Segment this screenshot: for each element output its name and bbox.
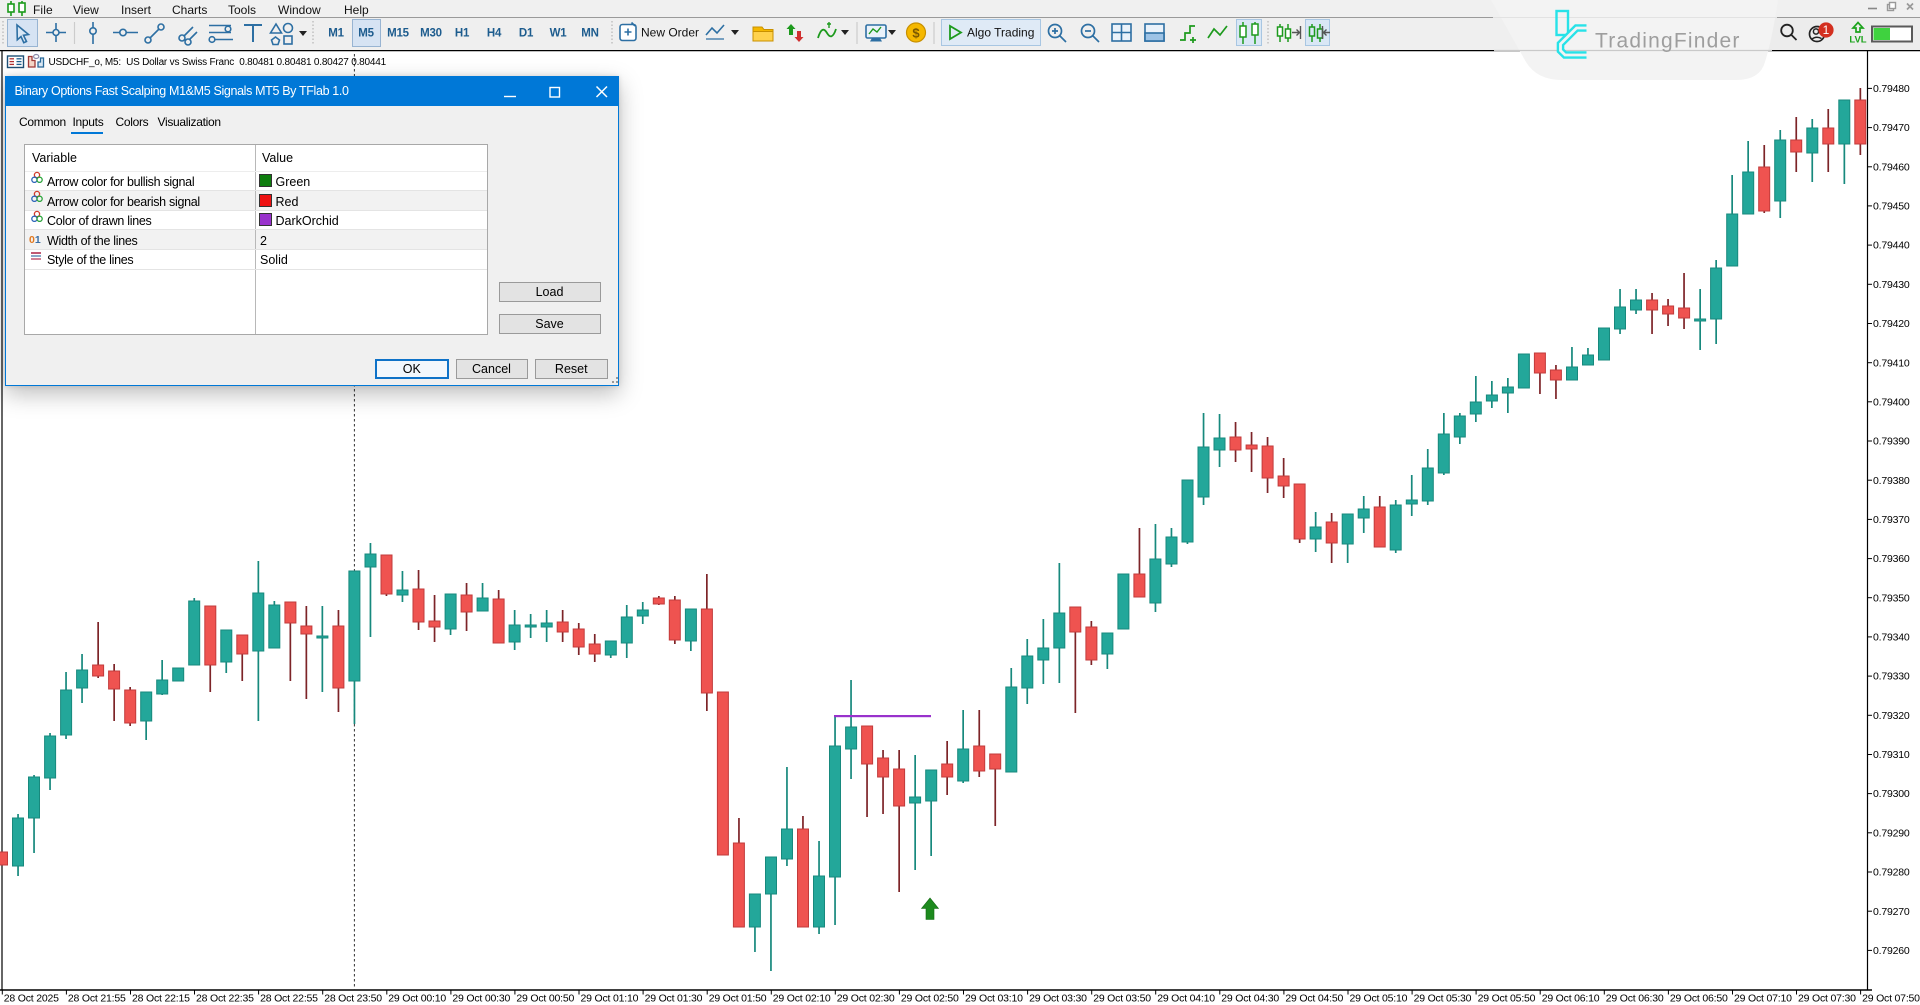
svg-text:0.79280: 0.79280: [1873, 867, 1910, 879]
svg-text:29 Oct 05:30: 29 Oct 05:30: [1414, 993, 1472, 1005]
svg-text:29 Oct 00:50: 29 Oct 00:50: [516, 993, 574, 1005]
svg-text:0.79390: 0.79390: [1873, 436, 1910, 448]
svg-text:29 Oct 07:50: 29 Oct 07:50: [1862, 993, 1920, 1005]
svg-text:29 Oct 04:50: 29 Oct 04:50: [1285, 993, 1343, 1005]
svg-text:29 Oct 03:50: 29 Oct 03:50: [1093, 993, 1151, 1005]
svg-text:28 Oct 22:55: 28 Oct 22:55: [260, 993, 318, 1005]
svg-text:28 Oct 22:15: 28 Oct 22:15: [132, 993, 190, 1005]
svg-text:LVL: LVL: [1849, 35, 1866, 46]
svg-text:0.79350: 0.79350: [1873, 592, 1910, 604]
svg-text:USDCHF_o, M5: US Dollar vs Sw: USDCHF_o, M5: US Dollar vs Swiss Franc 0…: [49, 57, 387, 68]
svg-text:M30: M30: [420, 28, 442, 40]
svg-text:New Order: New Order: [641, 26, 699, 40]
svg-text:0.79310: 0.79310: [1873, 749, 1910, 761]
svg-text:0.79330: 0.79330: [1873, 671, 1910, 683]
svg-text:0.79440: 0.79440: [1873, 240, 1910, 252]
svg-text:29 Oct 06:10: 29 Oct 06:10: [1542, 993, 1600, 1005]
svg-text:D1: D1: [519, 28, 534, 40]
svg-text:29 Oct 02:50: 29 Oct 02:50: [901, 993, 959, 1005]
svg-text:29 Oct 03:30: 29 Oct 03:30: [1029, 993, 1087, 1005]
svg-text:29 Oct 05:10: 29 Oct 05:10: [1350, 993, 1408, 1005]
svg-text:29 Oct 04:30: 29 Oct 04:30: [1221, 993, 1279, 1005]
svg-text:M5: M5: [358, 28, 374, 40]
svg-text:29 Oct 02:10: 29 Oct 02:10: [773, 993, 831, 1005]
svg-text:0.79470: 0.79470: [1873, 122, 1910, 134]
svg-text:0.79460: 0.79460: [1873, 161, 1910, 173]
svg-text:29 Oct 06:30: 29 Oct 06:30: [1606, 993, 1664, 1005]
svg-text:29 Oct 04:10: 29 Oct 04:10: [1157, 993, 1215, 1005]
svg-text:29 Oct 07:10: 29 Oct 07:10: [1734, 993, 1792, 1005]
svg-text:TradingFinder: TradingFinder: [1595, 30, 1741, 53]
svg-text:0.79340: 0.79340: [1873, 632, 1910, 644]
svg-text:29 Oct 07:30: 29 Oct 07:30: [1798, 993, 1856, 1005]
svg-text:$: $: [912, 26, 920, 41]
svg-text:29 Oct 00:10: 29 Oct 00:10: [388, 993, 446, 1005]
svg-text:0.79410: 0.79410: [1873, 357, 1910, 369]
svg-text:28 Oct 22:35: 28 Oct 22:35: [196, 993, 254, 1005]
svg-text:0.79260: 0.79260: [1873, 945, 1910, 957]
svg-text:M15: M15: [387, 28, 410, 40]
svg-text:W1: W1: [550, 28, 568, 40]
svg-text:H1: H1: [455, 28, 470, 40]
svg-text:29 Oct 06:50: 29 Oct 06:50: [1670, 993, 1728, 1005]
svg-text:0.79370: 0.79370: [1873, 514, 1910, 526]
svg-text:0.79400: 0.79400: [1873, 396, 1910, 408]
svg-text:0.79300: 0.79300: [1873, 788, 1910, 800]
svg-text:29 Oct 05:50: 29 Oct 05:50: [1478, 993, 1536, 1005]
svg-text:29 Oct 01:10: 29 Oct 01:10: [581, 993, 639, 1005]
svg-text:28 Oct 23:50: 28 Oct 23:50: [324, 993, 382, 1005]
svg-text:1: 1: [1823, 23, 1830, 37]
svg-text:M1: M1: [328, 28, 344, 40]
svg-text:29 Oct 00:30: 29 Oct 00:30: [452, 993, 510, 1005]
svg-text:29 Oct 01:50: 29 Oct 01:50: [709, 993, 767, 1005]
svg-text:0.79320: 0.79320: [1873, 710, 1910, 722]
svg-text:29 Oct 01:30: 29 Oct 01:30: [645, 993, 703, 1005]
svg-text:MN: MN: [581, 28, 599, 40]
svg-text:0.79290: 0.79290: [1873, 827, 1910, 839]
svg-text:H4: H4: [487, 28, 502, 40]
svg-text:0.79270: 0.79270: [1873, 906, 1910, 918]
svg-text:28 Oct 21:55: 28 Oct 21:55: [68, 993, 126, 1005]
svg-text:Algo Trading: Algo Trading: [967, 26, 1034, 40]
svg-text:0.79380: 0.79380: [1873, 475, 1910, 487]
svg-text:0.79360: 0.79360: [1873, 553, 1910, 565]
svg-text:0.79430: 0.79430: [1873, 279, 1910, 291]
svg-text:0.79450: 0.79450: [1873, 201, 1910, 213]
svg-text:29 Oct 02:30: 29 Oct 02:30: [837, 993, 895, 1005]
svg-text:0.79420: 0.79420: [1873, 318, 1910, 330]
svg-text:0.79480: 0.79480: [1873, 83, 1910, 95]
svg-text:28 Oct 2025: 28 Oct 2025: [4, 993, 59, 1005]
svg-text:29 Oct 03:10: 29 Oct 03:10: [965, 993, 1023, 1005]
